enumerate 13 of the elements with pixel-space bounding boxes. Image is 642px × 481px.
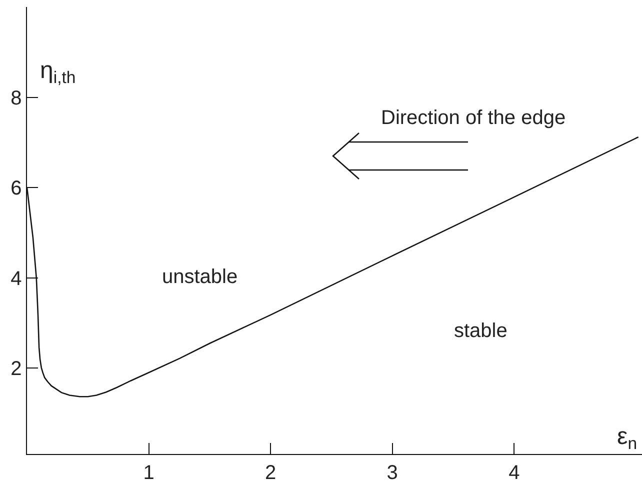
y-tick-label: 4 — [10, 268, 22, 290]
x-axis-title: ε$_{n}$ — [617, 423, 638, 454]
y-axis-title: η$_{i,th}$ — [40, 57, 76, 88]
x-tick-label: 3 — [386, 462, 398, 481]
y-tick-label: 2 — [10, 358, 22, 380]
x-tick-label: 1 — [143, 462, 154, 481]
x-tick-label: 4 — [508, 462, 520, 481]
annotation: stable — [454, 320, 508, 342]
x-tick-label: 2 — [264, 462, 276, 481]
y-tick-label: 8 — [10, 87, 22, 110]
annotation: unstable — [162, 266, 238, 288]
y-tick-label: 6 — [10, 178, 22, 200]
annotation: Direction of the edge — [381, 107, 566, 129]
